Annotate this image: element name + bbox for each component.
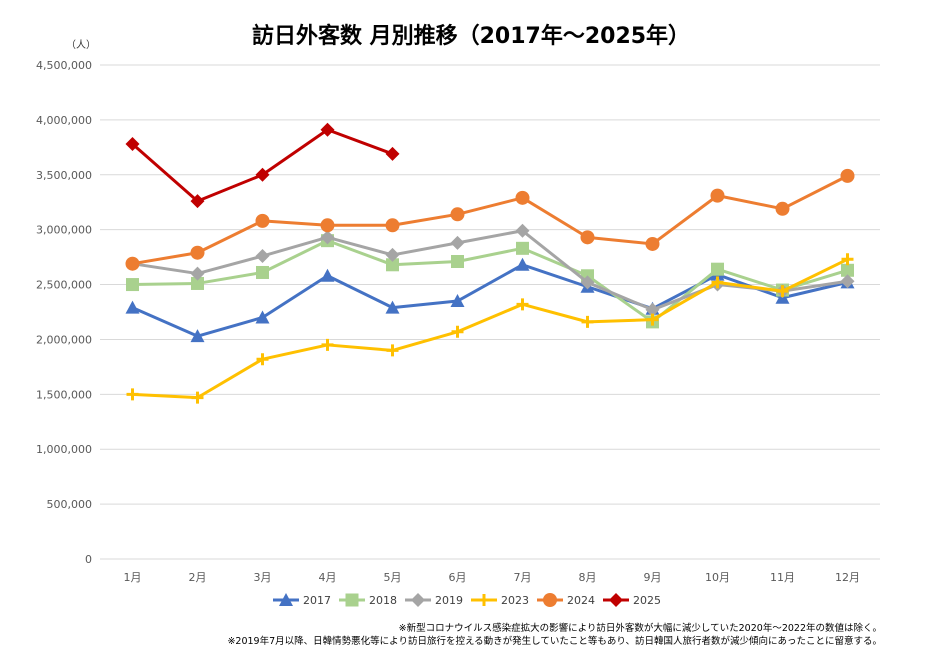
chart-title: 訪日外客数 月別推移（2017年～2025年）: [251, 24, 691, 49]
legend-label: 2025: [633, 594, 661, 607]
series-line-2019: [132, 229, 848, 312]
data-point-2018: [711, 262, 724, 276]
data-point-2023: [451, 325, 464, 338]
series-line-2017: [131, 263, 848, 338]
data-point-2023: [516, 298, 529, 311]
y-axis-unit-label: （人）: [66, 40, 96, 51]
data-point-2023: [321, 338, 334, 351]
legend-marker: [543, 593, 557, 607]
data-point-2017: [255, 310, 270, 324]
data-point-2024: [515, 190, 530, 205]
data-point-2024: [775, 201, 790, 216]
data-point-2018: [841, 263, 854, 277]
x-tick-label: 9月: [644, 571, 662, 584]
y-tick-label: 2,500,000: [36, 279, 92, 292]
series-line-2025: [131, 128, 394, 203]
legend-marker: [279, 593, 293, 606]
data-point-2025: [320, 122, 335, 137]
legend-marker: [478, 594, 490, 606]
x-tick-label: 10月: [705, 571, 730, 584]
y-tick-label: 1,000,000: [36, 443, 92, 456]
data-point-2024: [255, 213, 270, 228]
y-tick-label: 2,000,000: [36, 333, 92, 346]
data-point-2017: [385, 300, 400, 314]
data-point-2025: [255, 167, 270, 182]
y-tick-label: 3,000,000: [36, 224, 92, 237]
x-tick-label: 7月: [514, 571, 532, 584]
y-tick-label: 0: [85, 553, 92, 566]
data-point-2019: [515, 223, 530, 238]
data-point-2023: [711, 276, 724, 289]
y-tick-label: 1,500,000: [36, 388, 92, 401]
data-point-2017: [515, 257, 530, 271]
data-point-2019: [645, 302, 660, 317]
x-tick-label: 11月: [770, 571, 795, 584]
footnote-2: ※2019年7月以降、日韓情勢悪化等により訪日旅行を控える動きが発生していたこと…: [227, 636, 882, 647]
legend-marker: [345, 593, 359, 607]
data-point-2023: [841, 253, 854, 266]
data-point-2024: [710, 188, 725, 203]
data-point-2018: [191, 276, 204, 290]
data-point-2017: [320, 268, 335, 282]
legend-marker: [411, 593, 425, 607]
data-point-2023: [191, 391, 204, 404]
series-line-2024: [132, 174, 849, 266]
data-point-2019: [320, 230, 335, 245]
y-tick-label: 3,500,000: [36, 169, 92, 182]
data-point-2018: [126, 278, 139, 292]
legend-label: 2018: [369, 594, 397, 607]
data-point-2024: [840, 168, 855, 183]
data-point-2019: [190, 266, 205, 281]
data-point-2025: [125, 137, 140, 152]
data-point-2018: [256, 265, 269, 279]
data-point-2019: [580, 275, 595, 290]
x-tick-label: 4月: [319, 571, 337, 584]
y-tick-label: 4,000,000: [36, 114, 92, 127]
data-point-2024: [125, 256, 140, 271]
data-point-2024: [580, 230, 595, 245]
data-point-2019: [385, 247, 400, 262]
data-point-2023: [581, 315, 594, 328]
data-point-2023: [386, 344, 399, 357]
data-point-2017: [450, 294, 465, 308]
x-tick-label: 8月: [579, 571, 597, 584]
data-point-2023: [646, 313, 659, 326]
x-tick-label: 12月: [835, 571, 860, 584]
y-tick-label: 4,500,000: [36, 59, 92, 72]
data-point-2023: [776, 285, 789, 298]
data-point-2019: [255, 249, 270, 264]
y-tick-label: 500,000: [47, 498, 93, 511]
legend-label: 2024: [567, 594, 595, 607]
legend-label: 2017: [303, 594, 331, 607]
data-point-2024: [385, 218, 400, 233]
series-line-2023: [132, 257, 849, 400]
data-point-2025: [385, 146, 400, 161]
data-point-2019: [840, 274, 855, 289]
x-tick-label: 2月: [189, 571, 207, 584]
data-point-2018: [386, 258, 399, 272]
data-point-2023: [256, 353, 269, 366]
legend-label: 2023: [501, 594, 529, 607]
x-tick-label: 6月: [449, 571, 467, 584]
data-point-2025: [190, 194, 205, 209]
data-point-2018: [451, 255, 464, 269]
data-point-2024: [190, 245, 205, 260]
x-tick-label: 5月: [384, 571, 402, 584]
data-point-2024: [450, 207, 465, 222]
data-point-2024: [320, 218, 335, 233]
legend-label: 2019: [435, 594, 463, 607]
x-tick-label: 3月: [254, 571, 272, 584]
data-point-2017: [125, 300, 140, 314]
data-point-2017: [190, 329, 205, 343]
x-tick-label: 1月: [124, 571, 142, 584]
data-point-2019: [450, 235, 465, 250]
data-point-2024: [645, 236, 660, 251]
series-line-2018: [132, 239, 848, 324]
data-point-2023: [126, 388, 139, 401]
footnote-1: ※新型コロナウイルス感染症拡大の影響により訪日外客数が大幅に減少していた2020…: [398, 623, 882, 634]
legend-marker: [609, 593, 623, 607]
data-point-2018: [516, 241, 529, 255]
